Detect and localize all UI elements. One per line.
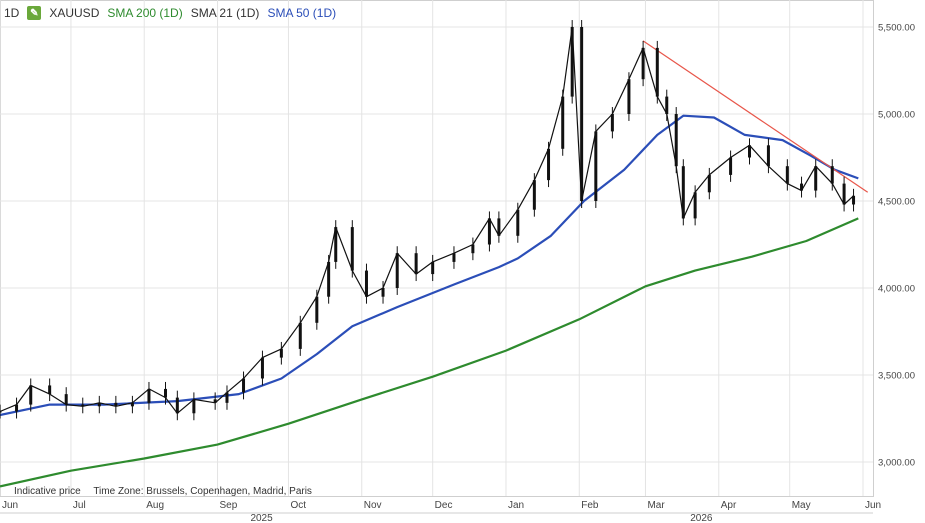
candle-body <box>279 348 283 358</box>
x-tick-label: Dec <box>435 500 453 511</box>
candle-body <box>655 47 659 97</box>
plot-frame <box>0 0 874 497</box>
candle-body <box>674 114 678 167</box>
candle-body <box>242 378 246 393</box>
indicator-sma50[interactable]: SMA 50 (1D) <box>267 6 337 20</box>
candle-body <box>395 253 399 288</box>
candle-body <box>497 218 501 236</box>
candle-body <box>748 145 752 158</box>
candle-body <box>213 399 217 403</box>
sma200-line <box>0 217 859 488</box>
candle-body <box>334 227 338 262</box>
candle-body <box>785 166 789 184</box>
x-axis-labels: Jun Jul Aug Sep Oct Nov Dec Jan Feb Mar Apr May Jun 2… <box>0 500 881 523</box>
y-tick-label: 5,000.00 <box>878 110 915 121</box>
candle-body <box>192 399 196 414</box>
candle-body <box>48 385 52 395</box>
candle-body <box>570 27 574 97</box>
candle-body <box>532 180 536 210</box>
candle-body <box>471 244 475 254</box>
candle-body <box>842 183 846 205</box>
year-label: 2026 <box>690 513 713 523</box>
candle-body <box>15 404 19 412</box>
candle-body <box>594 131 598 201</box>
candle-body <box>729 157 733 175</box>
candle-body <box>681 166 685 219</box>
candle-body <box>431 261 435 275</box>
sma50-line <box>0 114 859 417</box>
candle-body <box>800 183 804 191</box>
x-tick-label: Aug <box>146 500 164 511</box>
candle-body <box>693 192 697 219</box>
x-tick-label: Nov <box>364 500 382 511</box>
candle-body <box>315 296 319 323</box>
y-tick-label: 3,500.00 <box>878 371 915 382</box>
y-tick-label: 3,000.00 <box>878 458 915 469</box>
price-line <box>0 26 854 414</box>
chart-series <box>0 20 869 488</box>
candle-body <box>452 253 456 262</box>
y-tick-label: 4,000.00 <box>878 284 915 295</box>
indicator-sma200[interactable]: SMA 200 (1D) <box>107 6 183 20</box>
candle-body <box>29 385 33 405</box>
candle-body <box>580 27 584 201</box>
candle-body <box>260 357 264 379</box>
candle-body <box>225 392 229 403</box>
candle-body <box>641 47 645 80</box>
trendline <box>642 40 869 193</box>
candle-body <box>627 79 631 114</box>
candle-body <box>487 218 491 245</box>
indicative-price-note: Indicative price <box>14 486 81 497</box>
candle-body <box>364 270 368 297</box>
candle-body <box>298 322 302 349</box>
candle-body <box>64 394 68 405</box>
symbol-icon: ✎ <box>27 6 42 20</box>
candle-body <box>814 166 818 191</box>
x-tick-label: Oct <box>290 500 306 511</box>
chart-footer: Indicative price Time Zone: Brussels, Co… <box>14 486 322 497</box>
x-tick-label: Jul <box>73 500 86 511</box>
candle-body <box>130 402 134 407</box>
candle-body <box>381 288 385 297</box>
candle-body <box>97 402 101 407</box>
year-label: 2025 <box>250 513 273 523</box>
x-tick-label: May <box>792 500 811 511</box>
symbol-label[interactable]: XAUUSD <box>49 6 100 20</box>
timeframe-label[interactable]: 1D <box>4 6 20 20</box>
indicator-sma21[interactable]: SMA 21 (1D) <box>190 6 260 20</box>
candle-body <box>164 388 168 398</box>
candle-body <box>852 195 856 205</box>
candle-body <box>81 404 85 407</box>
candle-body <box>610 114 614 132</box>
candle-body <box>547 148 551 181</box>
x-tick-label: Jun <box>865 500 881 511</box>
candle-body <box>665 96 669 114</box>
x-tick-label: Jun <box>2 500 18 511</box>
candle-body <box>327 261 331 297</box>
x-tick-label: Mar <box>647 500 665 511</box>
y-tick-label: 4,500.00 <box>878 197 915 208</box>
x-tick-label: Jan <box>508 500 524 511</box>
candle-body <box>350 227 354 271</box>
candle-body <box>766 145 770 167</box>
candle-body <box>516 209 520 236</box>
x-tick-label: Feb <box>581 500 599 511</box>
candle-body <box>830 166 834 184</box>
y-axis-labels: 3,000.00 3,500.00 4,000.00 4,500.00 5,000.00… <box>878 23 915 469</box>
candle-body <box>114 402 118 407</box>
x-tick-label: Sep <box>220 500 238 511</box>
chart-grid <box>0 0 874 497</box>
candle-body <box>414 253 418 275</box>
candle-body <box>0 411 2 413</box>
timezone-note: Time Zone: Brussels, Copenhagen, Madrid,… <box>93 486 312 497</box>
chart-header: 1D ✎ XAUUSD SMA 200 (1D) SMA 21 (1D) SMA… <box>4 6 336 20</box>
candle-body <box>561 96 565 149</box>
x-tick-label: Apr <box>721 500 737 511</box>
y-tick-label: 5,500.00 <box>878 23 915 34</box>
candle-body <box>707 174 711 193</box>
candle-body <box>147 388 151 403</box>
candle-body <box>175 397 179 414</box>
